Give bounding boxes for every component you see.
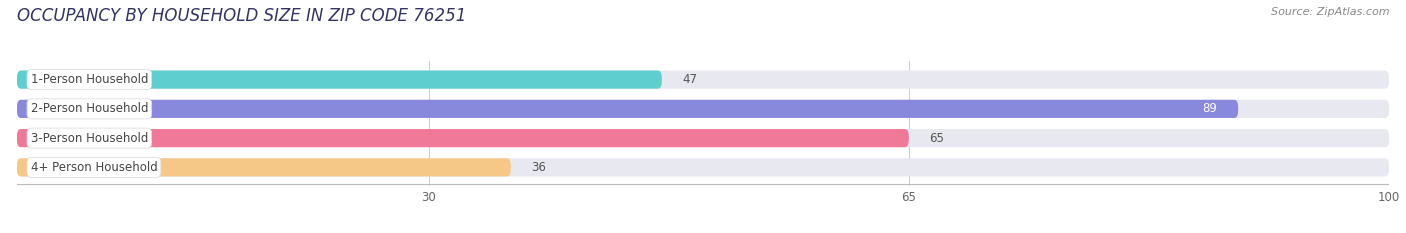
- Text: 65: 65: [929, 132, 945, 145]
- FancyBboxPatch shape: [17, 100, 1389, 118]
- Text: 4+ Person Household: 4+ Person Household: [31, 161, 157, 174]
- FancyBboxPatch shape: [17, 158, 1389, 176]
- FancyBboxPatch shape: [17, 71, 662, 89]
- Text: OCCUPANCY BY HOUSEHOLD SIZE IN ZIP CODE 76251: OCCUPANCY BY HOUSEHOLD SIZE IN ZIP CODE …: [17, 7, 467, 25]
- Text: 1-Person Household: 1-Person Household: [31, 73, 148, 86]
- Text: 36: 36: [531, 161, 547, 174]
- Text: 47: 47: [682, 73, 697, 86]
- FancyBboxPatch shape: [17, 100, 1239, 118]
- Text: 3-Person Household: 3-Person Household: [31, 132, 148, 145]
- FancyBboxPatch shape: [17, 158, 510, 176]
- Text: 2-Person Household: 2-Person Household: [31, 102, 148, 115]
- FancyBboxPatch shape: [17, 71, 1389, 89]
- FancyBboxPatch shape: [17, 129, 908, 147]
- FancyBboxPatch shape: [17, 129, 1389, 147]
- Text: 89: 89: [1202, 102, 1218, 115]
- Text: Source: ZipAtlas.com: Source: ZipAtlas.com: [1271, 7, 1389, 17]
